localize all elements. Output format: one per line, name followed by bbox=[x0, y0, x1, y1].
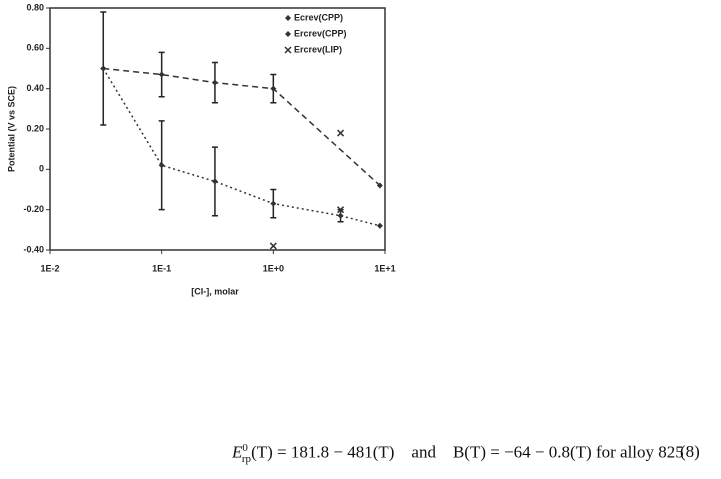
series-line bbox=[103, 67, 381, 187]
chart: Potential (V vs SCE) [Cl-], molar 0.80 0.… bbox=[6, 2, 395, 296]
legend-label: Ecrev(CPP) bbox=[294, 12, 343, 22]
legend-label: Ercrev(CPP) bbox=[294, 28, 347, 38]
y-tick-label: 0.40 bbox=[26, 83, 44, 93]
equation-sup: 0 bbox=[242, 442, 248, 454]
x-axis-title: [Cl-], molar bbox=[191, 286, 239, 296]
marker bbox=[284, 46, 292, 54]
marker bbox=[211, 178, 218, 185]
marker bbox=[100, 65, 107, 72]
marker bbox=[270, 200, 277, 207]
x-tick-label: 1E-1 bbox=[152, 263, 171, 273]
marker bbox=[158, 162, 165, 169]
legend-label: Ercrev(LIP) bbox=[294, 44, 342, 54]
marker bbox=[337, 206, 345, 214]
y-tick-label: 0.20 bbox=[26, 123, 44, 133]
marker bbox=[376, 222, 383, 229]
equation-symbol: E bbox=[232, 442, 243, 462]
series-line bbox=[102, 68, 381, 227]
marker bbox=[211, 79, 218, 86]
y-tick-label: -0.40 bbox=[23, 244, 44, 254]
y-tick-label: 0.80 bbox=[26, 2, 44, 12]
y-tick-label: -0.20 bbox=[23, 204, 44, 214]
marker bbox=[270, 85, 277, 92]
x-tick-label: 1E+0 bbox=[263, 263, 284, 273]
equation: E0rp(T) = 181.8 − 481(T) and B(T) = −64 … bbox=[232, 442, 684, 465]
y-tick-label: 0.60 bbox=[26, 43, 44, 53]
marker bbox=[158, 71, 165, 78]
x-tick-label: 1E-2 bbox=[40, 263, 59, 273]
equation-sub: rp bbox=[241, 453, 252, 466]
marker bbox=[269, 242, 277, 250]
y-tick-label: 0 bbox=[39, 164, 44, 174]
marker bbox=[337, 212, 344, 219]
y-axis-title: Potential (V vs SCE) bbox=[6, 86, 16, 172]
marker bbox=[285, 15, 291, 21]
marker bbox=[376, 182, 383, 189]
equation-number: (8) bbox=[680, 442, 700, 461]
x-tick-label: 1E+1 bbox=[374, 263, 395, 273]
equation-text: (T) = 181.8 − 481(T) and B(T) = −64 − 0.… bbox=[251, 442, 684, 462]
marker bbox=[285, 31, 291, 37]
marker bbox=[337, 129, 345, 137]
